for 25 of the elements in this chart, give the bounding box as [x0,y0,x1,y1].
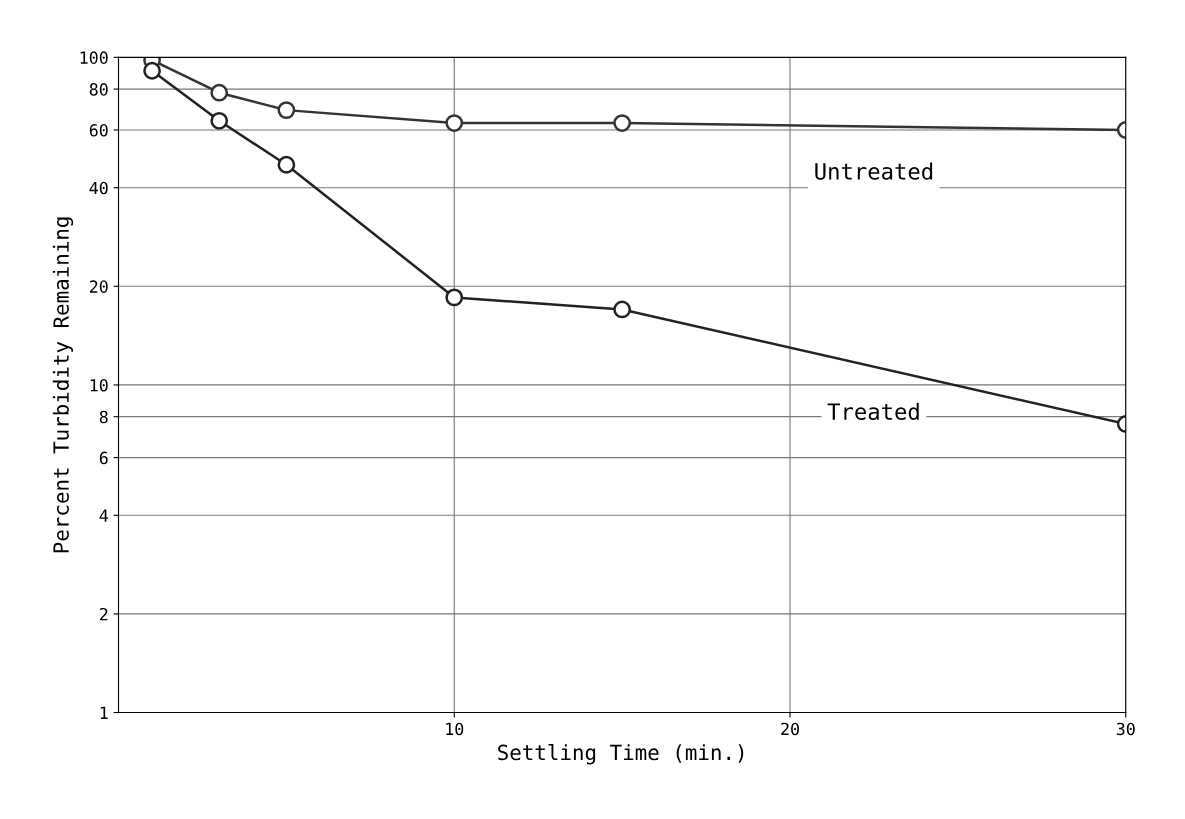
x-tick-label: 20 [781,722,799,736]
point [277,155,296,174]
point [445,114,464,132]
y-axis-title: Percent Turbidity Remaining [52,217,74,553]
y-tick-label: 60 [89,124,108,137]
y-tick-label: 100 [80,51,108,64]
y-tick-label: 1 [100,706,108,719]
series-label: Untreated [815,162,933,180]
y-tick-label: 40 [89,181,108,195]
point [277,101,296,120]
point [210,111,229,130]
y-tick-label: 10 [90,378,108,392]
y-tick-label: 4 [99,509,108,522]
y-tick-label: 80 [89,83,108,96]
series-label: Treated [827,402,919,420]
y-tick-label: 2 [99,607,108,621]
x-tick-label: 30 [1116,722,1135,736]
y-tick-label: 6 [99,451,108,465]
y-tick-label: 8 [99,410,108,424]
point [210,83,229,102]
y-tick-label: 20 [89,280,108,293]
point [445,288,464,307]
point [143,61,161,80]
x-tick-label: 10 [446,722,464,736]
x-axis-title: Settling Time (min.) [498,744,744,765]
